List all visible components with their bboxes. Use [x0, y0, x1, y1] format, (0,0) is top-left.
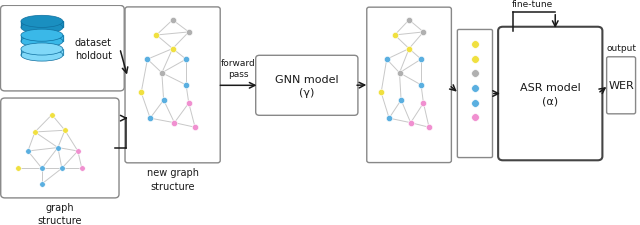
- FancyBboxPatch shape: [125, 8, 220, 163]
- FancyBboxPatch shape: [1, 99, 119, 198]
- Text: ASR model
(α): ASR model (α): [520, 83, 580, 106]
- Text: graph
structure: graph structure: [38, 202, 82, 225]
- FancyBboxPatch shape: [607, 58, 636, 114]
- Text: fine-tune: fine-tune: [511, 0, 553, 9]
- FancyBboxPatch shape: [458, 30, 493, 158]
- Text: WER: WER: [608, 81, 634, 91]
- Ellipse shape: [21, 50, 63, 62]
- Ellipse shape: [21, 36, 63, 48]
- Bar: [21, 22, 63, 28]
- Bar: [21, 50, 63, 56]
- Ellipse shape: [21, 44, 63, 56]
- Text: output: output: [606, 43, 636, 52]
- FancyBboxPatch shape: [1, 6, 124, 92]
- FancyBboxPatch shape: [498, 28, 602, 161]
- Text: dataset
holdout: dataset holdout: [75, 37, 112, 61]
- Ellipse shape: [21, 30, 63, 42]
- Ellipse shape: [21, 22, 63, 34]
- Text: forward
pass: forward pass: [221, 58, 256, 79]
- Text: new graph
structure: new graph structure: [147, 168, 198, 191]
- FancyBboxPatch shape: [256, 56, 358, 116]
- Ellipse shape: [21, 16, 63, 28]
- Bar: [21, 36, 63, 42]
- Text: GNN model
(γ): GNN model (γ): [275, 74, 339, 97]
- FancyBboxPatch shape: [367, 8, 451, 163]
